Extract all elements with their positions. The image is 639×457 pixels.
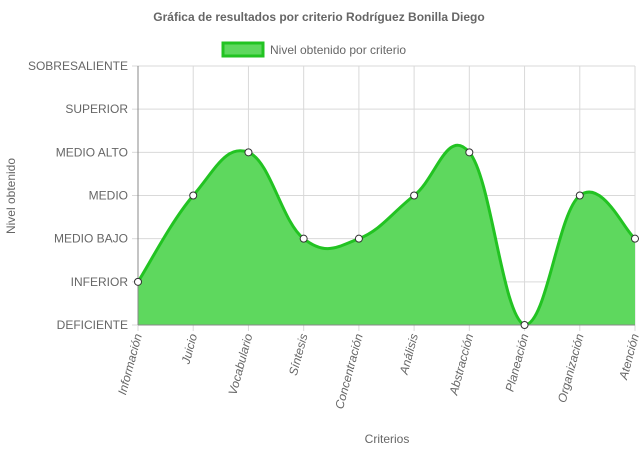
y-tick-labels: DEFICIENTE INFERIOR MEDIO BAJO MEDIO MEDIO A… <box>28 59 128 332</box>
x-tick-label: Abstracción <box>446 332 476 397</box>
y-tick-label: MEDIO BAJO <box>54 232 128 246</box>
y-tick-label: DEFICIENTE <box>57 318 128 332</box>
data-point[interactable] <box>410 191 419 200</box>
y-tick-label: SUPERIOR <box>65 102 128 116</box>
x-tick-label: Organización <box>555 332 587 404</box>
x-tick-label: Síntesis <box>286 332 311 377</box>
data-point[interactable] <box>354 234 363 243</box>
y-tick-label: MEDIO ALTO <box>56 145 128 159</box>
x-tick-label: Juicio <box>178 332 200 367</box>
x-tick-label: Concentración <box>332 332 366 411</box>
legend[interactable]: Nivel obtenido por criterio <box>221 41 406 58</box>
data-point[interactable] <box>189 191 198 200</box>
x-tick-label: Análisis <box>397 332 421 377</box>
data-point[interactable] <box>134 277 142 286</box>
x-tick-label: Planeación <box>503 332 532 393</box>
legend-label: Nivel obtenido por criterio <box>270 43 406 57</box>
data-point[interactable] <box>244 148 253 157</box>
x-tick-label: Vocabulario <box>226 332 256 397</box>
x-tick-label: Información <box>115 332 145 396</box>
data-points <box>134 148 639 329</box>
x-axis-title: Criterios <box>365 432 410 446</box>
y-tick-label: SOBRESALIENTE <box>28 59 128 73</box>
y-axis-title: Nivel obtenido <box>4 158 18 234</box>
legend-swatch <box>221 41 265 58</box>
data-point[interactable] <box>520 321 529 329</box>
series-area <box>136 143 637 327</box>
data-point[interactable] <box>299 234 308 243</box>
x-tick-labels: Información Juicio Vocabulario Síntesis Conc… <box>115 332 639 411</box>
series-line <box>136 143 637 327</box>
data-point[interactable] <box>575 191 584 200</box>
data-point[interactable] <box>465 148 474 157</box>
data-point[interactable] <box>631 234 639 243</box>
y-tick-label: INFERIOR <box>71 275 129 289</box>
y-tick-label: MEDIO <box>89 189 128 203</box>
series-fill <box>138 145 635 325</box>
x-tick-label: Atención <box>616 332 639 382</box>
chart-title: Gráfica de resultados por criterio Rodrí… <box>153 10 484 24</box>
